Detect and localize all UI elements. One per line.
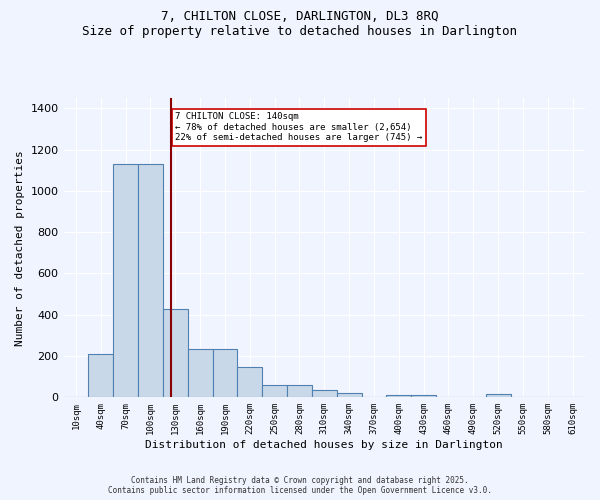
Bar: [113, 164, 138, 398]
Y-axis label: Number of detached properties: Number of detached properties: [15, 150, 25, 346]
Bar: [138, 164, 163, 398]
Bar: [212, 349, 238, 398]
Bar: [238, 368, 262, 398]
Bar: [287, 385, 312, 398]
Bar: [312, 390, 337, 398]
Bar: [188, 349, 212, 398]
Bar: [411, 396, 436, 398]
Bar: [485, 394, 511, 398]
Text: 7, CHILTON CLOSE, DARLINGTON, DL3 8RQ
Size of property relative to detached hous: 7, CHILTON CLOSE, DARLINGTON, DL3 8RQ Si…: [83, 10, 517, 38]
Bar: [337, 393, 362, 398]
Bar: [163, 308, 188, 398]
Bar: [262, 385, 287, 398]
Bar: [386, 396, 411, 398]
Text: Contains HM Land Registry data © Crown copyright and database right 2025.
Contai: Contains HM Land Registry data © Crown c…: [108, 476, 492, 495]
X-axis label: Distribution of detached houses by size in Darlington: Distribution of detached houses by size …: [145, 440, 503, 450]
Bar: [88, 354, 113, 398]
Text: 7 CHILTON CLOSE: 140sqm
← 78% of detached houses are smaller (2,654)
22% of semi: 7 CHILTON CLOSE: 140sqm ← 78% of detache…: [175, 112, 422, 142]
